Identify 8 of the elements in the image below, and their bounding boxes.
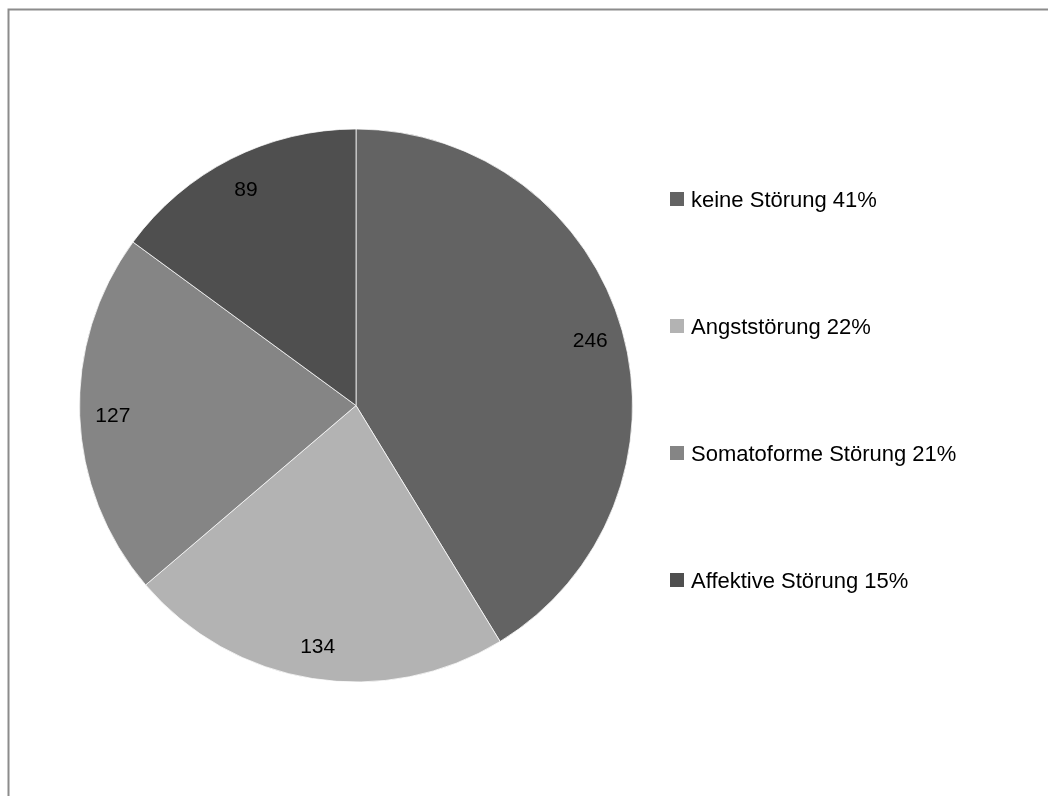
legend-label: Angststörung 22%: [691, 313, 871, 339]
data-label: 134: [300, 634, 336, 658]
data-label: 89: [234, 176, 258, 200]
legend-label: keine Störung 41%: [691, 186, 877, 212]
data-label: 246: [572, 328, 608, 352]
data-label: 127: [95, 402, 131, 426]
legend-label: Affektive Störung 15%: [691, 567, 909, 593]
legend-label: Somatoforme Störung 21%: [691, 440, 957, 466]
